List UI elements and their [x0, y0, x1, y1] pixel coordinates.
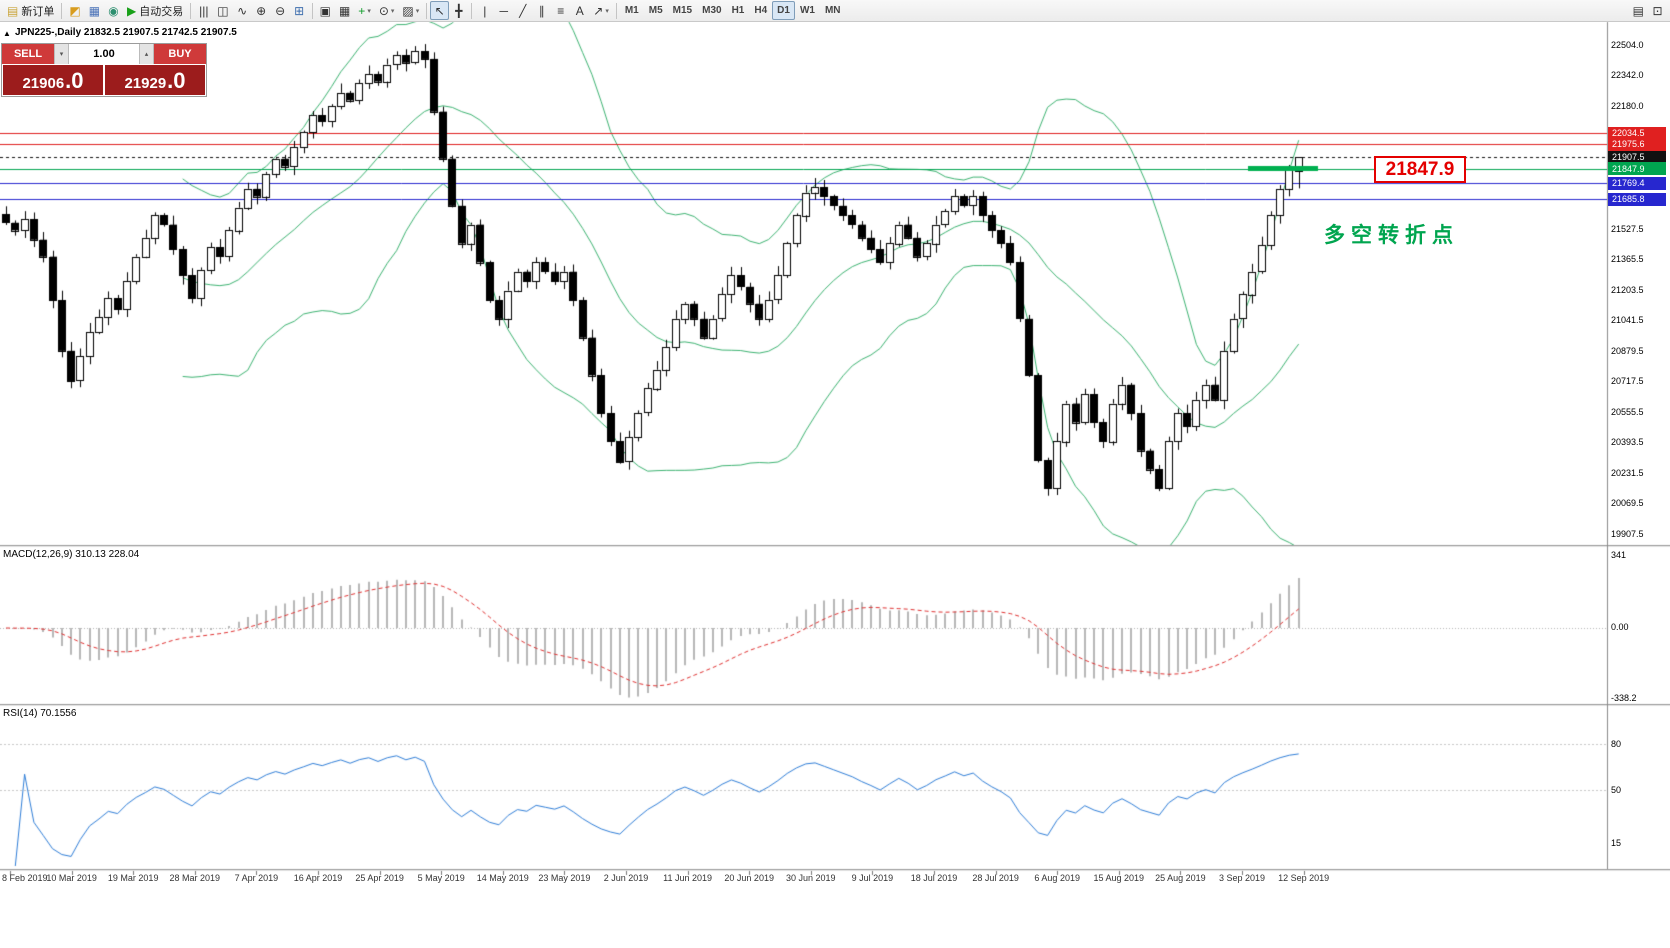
price-callout-box[interactable]: 21847.9	[1374, 156, 1466, 183]
auto-trading-button-label: 自动交易	[139, 5, 184, 18]
data-window-button[interactable]: ▦	[85, 1, 104, 20]
sell-button[interactable]: SELL	[2, 44, 54, 64]
sell-price-frac: .0	[65, 68, 84, 93]
toolbar: ▤ 新订单 ◩ ▦ ◉ ▶ 自动交易 ||| ◫ ∿ ⊕ ⊖ ⊞ ▣ ▦ + ▾ ⊙ ▾ ▨ ▾ ↖ ╋ | ─ ╱ ∥ ≡ A ↗ ▾ M1…	[0, 0, 1670, 22]
zoom-in-button[interactable]: ⊕	[252, 1, 271, 20]
fibonacci-icon: ≡	[557, 3, 565, 18]
templates-button[interactable]: ▨ ▾	[398, 1, 423, 20]
channel-button[interactable]: ∥	[532, 1, 551, 20]
buy-price-button[interactable]: 21929.0	[105, 65, 205, 95]
text-icon: A	[575, 3, 584, 18]
horizontal-line-icon: ─	[499, 3, 509, 18]
toolbar-separator	[426, 2, 428, 19]
navigator-button[interactable]: ◉	[104, 1, 123, 20]
window-icon: ⊡	[1652, 3, 1663, 18]
arrow-objects-icon: ↗	[593, 3, 604, 18]
timeframe-m30-button[interactable]: M30	[702, 5, 722, 16]
periods-button[interactable]: ⊙ ▾	[375, 1, 399, 20]
market-watch-button[interactable]: ◩	[65, 1, 84, 20]
tile-windows-icon: ⊞	[294, 3, 305, 18]
sell-price-main: 21906	[22, 75, 65, 92]
zoom-out-button[interactable]: ⊖	[271, 1, 290, 20]
one-click-trading-panel: SELL ▾ ▴ BUY 21906.0 21929.0	[1, 43, 207, 97]
print-button[interactable]: ▤	[1629, 1, 1648, 20]
caret-down-icon: ▾	[367, 7, 371, 15]
toolbar-separator	[61, 2, 63, 19]
line-chart-icon: ∿	[237, 3, 248, 18]
bar-chart-icon: |||	[199, 3, 209, 18]
candlestick-chart-icon: ◫	[217, 3, 229, 18]
toolbar-separator	[615, 2, 617, 19]
caret-down-icon: ▾	[605, 7, 609, 15]
timeframe-m5-button[interactable]: M5	[648, 5, 663, 16]
rsi-indicator-label: RSI(14) 70.1556	[3, 708, 77, 719]
vertical-line-icon: |	[483, 3, 487, 18]
arrange-windows-icon: ▦	[338, 3, 351, 18]
trade-panel-collapse-toggle[interactable]: ▲	[3, 29, 11, 38]
auto-trading-icon: ▶	[127, 3, 137, 18]
bar-chart-button[interactable]: |||	[194, 1, 213, 20]
data-window-icon: ▦	[88, 3, 101, 18]
caret-down-icon: ▾	[415, 7, 420, 15]
trendline-button[interactable]: ╱	[513, 1, 532, 20]
arrange-windows-button[interactable]: ▦	[335, 1, 354, 20]
channel-icon: ∥	[538, 3, 545, 18]
buy-price-frac: .0	[167, 68, 186, 93]
tile-windows-button[interactable]: ⊞	[290, 1, 309, 20]
crosshair-button[interactable]: ╋	[449, 1, 468, 20]
sell-price-button[interactable]: 21906.0	[3, 65, 103, 95]
toolbar-separator	[190, 2, 192, 19]
timeframe-m1-button[interactable]: M1	[624, 5, 639, 16]
new-order-icon: ▤	[7, 3, 19, 18]
new-order-button-label: 新订单	[21, 5, 55, 18]
horizontal-line-button[interactable]: ─	[494, 1, 513, 20]
buy-button[interactable]: BUY	[154, 44, 206, 64]
text-button[interactable]: A	[570, 1, 589, 20]
fibonacci-button[interactable]: ≡	[551, 1, 570, 20]
new-order-button[interactable]: ▤ 新订单	[3, 1, 58, 20]
line-chart-button[interactable]: ∿	[233, 1, 252, 20]
volume-increase-button[interactable]: ▴	[139, 44, 154, 64]
buy-price-main: 21929	[124, 75, 167, 92]
timeframe-m15-button[interactable]: M15	[672, 5, 693, 16]
toolbar-separator	[471, 2, 473, 19]
indicators-button[interactable]: + ▾	[354, 1, 375, 20]
timeframe-d1-button[interactable]: D1	[772, 1, 795, 20]
vertical-line-button[interactable]: |	[475, 1, 494, 20]
volume-decrease-button[interactable]: ▾	[54, 44, 69, 64]
chart-annotation-text[interactable]: 多空转折点	[1324, 224, 1459, 247]
arrows-button[interactable]: ↗ ▾	[589, 1, 613, 20]
clock-icon: ⊙	[378, 3, 389, 18]
volume-input[interactable]	[69, 44, 139, 64]
market-watch-icon: ◩	[69, 3, 81, 18]
window-list-button[interactable]: ⊡	[1648, 1, 1667, 20]
printer-icon: ▤	[1632, 3, 1644, 18]
macd-indicator-label: MACD(12,26,9) 310.13 228.04	[3, 549, 140, 560]
timeframe-w1-button[interactable]: W1	[799, 5, 815, 16]
navigator-icon: ◉	[108, 3, 119, 18]
auto-trading-button[interactable]: ▶ 自动交易	[123, 1, 187, 20]
cursor-button[interactable]: ↖	[430, 1, 450, 20]
add-indicator-icon: +	[358, 3, 366, 18]
timeframe-mn-button[interactable]: MN	[824, 5, 841, 16]
candlestick-chart-button[interactable]: ◫	[213, 1, 232, 20]
toolbar-separator	[311, 2, 313, 19]
crosshair-icon: ╋	[455, 3, 463, 18]
cascade-windows-icon: ▣	[319, 3, 331, 18]
cascade-windows-button[interactable]: ▣	[316, 1, 335, 20]
caret-down-icon: ▾	[390, 7, 395, 15]
zoom-out-icon: ⊖	[275, 3, 286, 18]
timeframe-h4-button[interactable]: H4	[754, 5, 768, 16]
trade-panel-top-row: SELL ▾ ▴ BUY	[1, 43, 207, 64]
cursor-arrow-icon: ↖	[434, 3, 445, 18]
template-icon: ▨	[402, 3, 414, 18]
trade-panel-price-row: 21906.0 21929.0	[1, 64, 207, 97]
trendline-icon: ╱	[519, 3, 527, 18]
zoom-in-icon: ⊕	[256, 3, 267, 18]
symbol-ohlc-line: JPN225-,Daily 21832.5 21907.5 21742.5 21…	[15, 27, 237, 38]
timeframe-h1-button[interactable]: H1	[731, 5, 745, 16]
